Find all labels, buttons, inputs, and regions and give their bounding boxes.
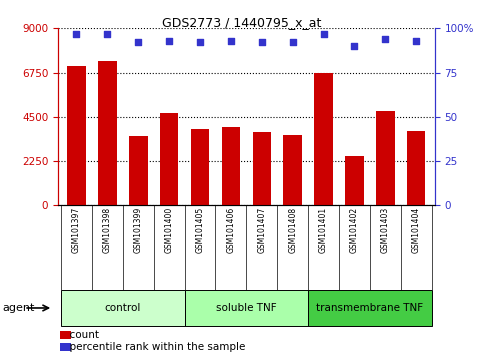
Text: control: control bbox=[105, 303, 141, 313]
Bar bbox=[314, 73, 333, 205]
Text: transmembrane TNF: transmembrane TNF bbox=[316, 303, 424, 313]
Bar bbox=[61, 290, 185, 326]
Point bbox=[72, 31, 80, 36]
Point bbox=[134, 40, 142, 45]
Point bbox=[165, 38, 173, 44]
Text: percentile rank within the sample: percentile rank within the sample bbox=[63, 342, 245, 352]
Bar bbox=[253, 132, 271, 205]
Bar bbox=[98, 61, 116, 205]
Text: soluble TNF: soluble TNF bbox=[216, 303, 277, 313]
Bar bbox=[185, 290, 308, 326]
Bar bbox=[407, 131, 426, 205]
Bar bbox=[191, 129, 209, 205]
Point bbox=[351, 43, 358, 49]
Point bbox=[320, 31, 327, 36]
Text: count: count bbox=[63, 330, 99, 340]
Point bbox=[412, 38, 420, 44]
Bar bbox=[284, 135, 302, 205]
Bar bbox=[308, 290, 432, 326]
Bar bbox=[67, 66, 86, 205]
Text: agent: agent bbox=[2, 303, 35, 313]
Text: GDS2773 / 1440795_x_at: GDS2773 / 1440795_x_at bbox=[162, 16, 321, 29]
Point bbox=[227, 38, 235, 44]
Bar bbox=[222, 127, 240, 205]
Bar bbox=[160, 113, 178, 205]
Point bbox=[103, 31, 111, 36]
Bar bbox=[376, 111, 395, 205]
Bar bbox=[129, 137, 147, 205]
Point bbox=[258, 40, 266, 45]
Point bbox=[196, 40, 204, 45]
Point bbox=[382, 36, 389, 42]
Point bbox=[289, 40, 297, 45]
Bar bbox=[345, 156, 364, 205]
